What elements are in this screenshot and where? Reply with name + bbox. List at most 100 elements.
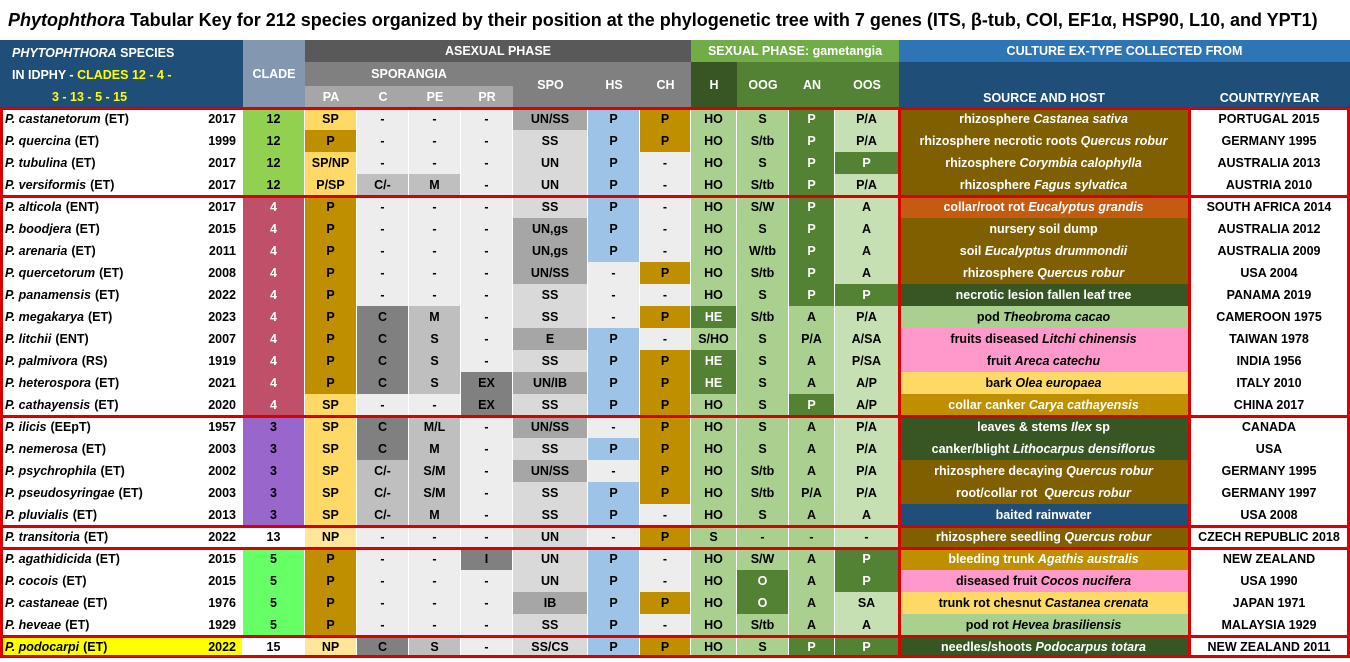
an-cell: A (789, 372, 835, 394)
src-cell: pod Theobroma cacao (899, 306, 1189, 328)
c-cell: - (357, 394, 409, 416)
oos-cell: A (835, 614, 899, 636)
type-code: (ET) (99, 266, 124, 280)
cty-cell: TAIWAN 1978 (1189, 328, 1350, 350)
an-cell: P (789, 284, 835, 306)
hs-cell: - (588, 416, 640, 438)
pa-cell: SP (305, 504, 357, 526)
group-divider (0, 547, 1350, 550)
oog-cell: S (737, 636, 789, 658)
cty-cell: INDIA 1956 (1189, 350, 1350, 372)
type-code: (ET) (83, 530, 109, 544)
cl-cell: 15 (243, 636, 305, 658)
h-cell: HO (691, 636, 737, 658)
sp-cell: P. castanetorum (ET) 2017 (0, 108, 243, 130)
oog-header: OOG (737, 62, 789, 108)
year: 2020 (208, 398, 236, 412)
src-cell: canker/blight Lithocarpus densiflorus (899, 438, 1189, 460)
source-text: needles/shoots (941, 640, 1036, 654)
pe-cell: S (409, 328, 461, 350)
oos-cell: P/A (835, 130, 899, 152)
sexual-header: SEXUAL PHASE: gametangia (691, 40, 899, 62)
type-code: (ET) (72, 508, 98, 522)
ch-cell: P (640, 460, 691, 482)
source-text: leaves & stems (977, 420, 1071, 434)
cty-cell: SOUTH AFRICA 2014 (1189, 196, 1350, 218)
oos-cell: P (835, 152, 899, 174)
species-name: P. pseudosyringae (5, 486, 115, 500)
oog-cell: S (737, 284, 789, 306)
oos-cell: P/A (835, 482, 899, 504)
host-suffix: sp (1091, 420, 1110, 434)
year: 2008 (208, 266, 236, 280)
host-name: Quercus robur (1037, 266, 1125, 280)
type-code: (ET) (83, 596, 108, 610)
sp-cell: P. pluvialis (ET) 2013 (0, 504, 243, 526)
oos-cell: A/P (835, 372, 899, 394)
species-name: P. quercetorum (5, 266, 96, 280)
type-code: (ET) (88, 310, 113, 324)
cl-cell: 4 (243, 284, 305, 306)
c-cell: - (357, 262, 409, 284)
sp-cell: P. nemerosa (ET) 2003 (0, 438, 243, 460)
sp-cell: P. heveae (ET) 1929 (0, 614, 243, 636)
hs-cell: P (588, 592, 640, 614)
pr-cell: - (461, 240, 513, 262)
year: 2015 (208, 552, 236, 566)
year: 2007 (208, 332, 236, 346)
pa-cell: P (305, 262, 357, 284)
an-cell: P (789, 196, 835, 218)
column-divider (1347, 108, 1350, 658)
an-cell: A (789, 438, 835, 460)
spo-cell: SS (513, 130, 588, 152)
cty-cell: NEW ZEALAND (1189, 548, 1350, 570)
hs-cell: - (588, 526, 640, 548)
src-cell: necrotic lesion fallen leaf tree (899, 284, 1189, 306)
pe-cell: M (409, 438, 461, 460)
year: 2017 (208, 200, 236, 214)
cty-cell: NEW ZEALAND 2011 (1189, 636, 1350, 658)
type-code: (ET) (65, 618, 90, 632)
year: 2013 (208, 508, 236, 522)
c-cell: C/- (357, 482, 409, 504)
host-name: Agathis australis (1037, 552, 1139, 566)
year: 2022 (208, 640, 236, 654)
ch-cell: P (640, 592, 691, 614)
oog-cell: S (737, 504, 789, 526)
an-cell: P (789, 218, 835, 240)
an-cell: - (789, 526, 835, 548)
species-name: P. quercina (5, 134, 71, 148)
spo-cell: UN (513, 548, 588, 570)
species-name: P. psychrophila (5, 464, 97, 478)
c-cell: C (357, 328, 409, 350)
an-cell: P (789, 636, 835, 658)
src-cell: diseased fruit Cocos nucifera (899, 570, 1189, 592)
pa-cell: P (305, 240, 357, 262)
cty-cell: ITALY 2010 (1189, 372, 1350, 394)
h-cell: HO (691, 460, 737, 482)
pa-cell: SP/NP (305, 152, 357, 174)
host-name: Areca catechu (1014, 354, 1101, 368)
pe-cell: S (409, 350, 461, 372)
species-name: P. castaneae (5, 596, 80, 610)
column-divider (0, 108, 3, 658)
oog-cell: S/tb (737, 614, 789, 636)
pe-cell: M/L (409, 416, 461, 438)
oos-header: OOS (835, 62, 899, 108)
pa-cell: P (305, 372, 357, 394)
an-cell: P/A (789, 328, 835, 350)
oos-cell: P/A (835, 416, 899, 438)
src-cell: rhizosphere Quercus robur (899, 262, 1189, 284)
c-header: C (357, 86, 409, 108)
country-header: COUNTRY/YEAR (1189, 62, 1350, 108)
spo-cell: UN/IB (513, 372, 588, 394)
src-cell: trunk rot chesnut Castanea crenata (899, 592, 1189, 614)
table-row: P. heterospora (ET) 2021 4 P C S EX UN/IB P P HE S A A… (0, 372, 1350, 394)
pe-cell: - (409, 240, 461, 262)
source-text: diseased fruit (955, 574, 1041, 588)
hs-cell: P (588, 196, 640, 218)
type-code: (EEpT) (50, 420, 91, 434)
source-text: necrotic lesion fallen leaf tree (955, 288, 1132, 302)
year: 2022 (208, 530, 236, 544)
oog-cell: S (737, 328, 789, 350)
